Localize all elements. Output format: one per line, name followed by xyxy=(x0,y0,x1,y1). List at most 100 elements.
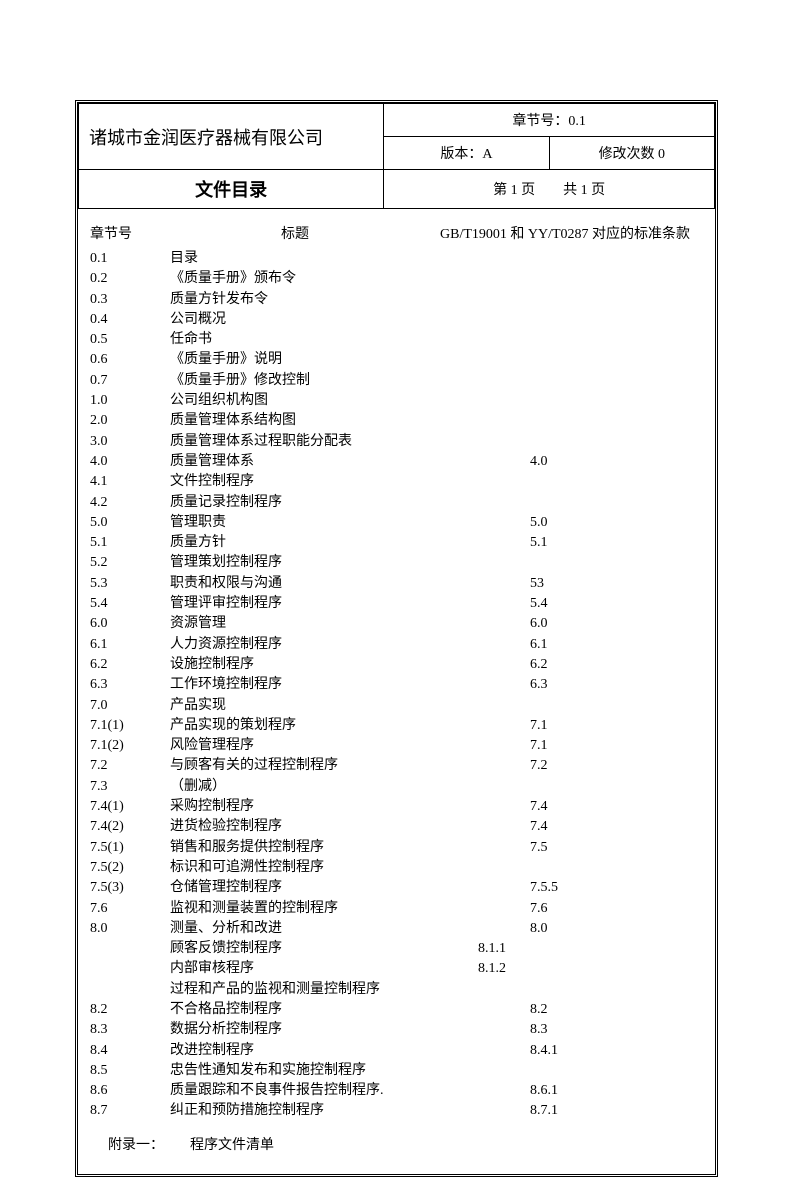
toc-title: 《质量手册》颁布令 xyxy=(170,269,470,289)
toc-section-number: 5.0 xyxy=(90,513,170,533)
toc-title: 设施控制程序 xyxy=(170,655,470,675)
toc-title: 标识和可追溯性控制程序 xyxy=(170,858,470,878)
chapter-number: 章节号：0.1 xyxy=(512,114,586,129)
toc-section-number xyxy=(90,959,130,979)
toc-title: 采购控制程序 xyxy=(170,797,470,817)
toc-title: 《质量手册》修改控制 xyxy=(170,371,470,391)
toc-title: 进货检验控制程序 xyxy=(170,817,470,837)
toc-row: 8.0测量、分析和改进8.0 xyxy=(90,919,703,939)
revision-label: 修改次数 0 xyxy=(599,147,666,162)
toc-section-number: 2.0 xyxy=(90,411,170,431)
col-header-section: 章节号 xyxy=(90,223,170,243)
toc-standard-ref xyxy=(470,980,703,1000)
toc-standard-ref xyxy=(470,371,703,391)
toc-standard-ref: 6.0 xyxy=(470,614,703,634)
toc-standard-ref: 8.7.1 xyxy=(470,1101,703,1121)
toc-standard-ref xyxy=(470,432,703,452)
toc-title: 忠告性通知发布和实施控制程序 xyxy=(170,1061,470,1081)
toc-row: 0.5任命书 xyxy=(90,330,703,350)
toc-title: 《质量手册》说明 xyxy=(170,350,470,370)
toc-section-number: 6.0 xyxy=(90,614,170,634)
col-header-standard: GB/T19001 和 YY/T0287 对应的标准条款 xyxy=(420,223,703,243)
document-frame: 诸城市金润医疗器械有限公司 章节号：0.1 版本：A 修改次数 0 文件目录 xyxy=(75,100,718,1177)
toc-standard-ref xyxy=(470,269,703,289)
toc-section-number: 6.3 xyxy=(90,675,170,695)
toc-title: 风险管理程序 xyxy=(170,736,470,756)
toc-title: 与顾客有关的过程控制程序 xyxy=(170,756,470,776)
toc-row: 0.7《质量手册》修改控制 xyxy=(90,371,703,391)
toc-standard-ref: 6.3 xyxy=(470,675,703,695)
toc-section-number: 8.7 xyxy=(90,1101,170,1121)
toc-title: 管理策划控制程序 xyxy=(170,553,470,573)
toc-title: 过程和产品的监视和测量控制程序 xyxy=(130,980,470,1000)
toc-row: 7.6监视和测量装置的控制程序7.6 xyxy=(90,899,703,919)
toc-title: 文件控制程序 xyxy=(170,472,470,492)
toc-standard-ref: 5.0 xyxy=(470,513,703,533)
toc-list-indented: 顾客反馈控制程序8.1.1内部审核程序8.1.2过程和产品的监视和测量控制程序 xyxy=(90,939,703,1000)
toc-section-number: 8.4 xyxy=(90,1041,170,1061)
document-title: 文件目录 xyxy=(195,180,267,200)
toc-section-number: 7.4(1) xyxy=(90,797,170,817)
toc-row: 1.0公司组织机构图 xyxy=(90,391,703,411)
page: 诸城市金润医疗器械有限公司 章节号：0.1 版本：A 修改次数 0 文件目录 xyxy=(0,0,793,1122)
toc-standard-ref: 6.1 xyxy=(470,635,703,655)
toc-standard-ref: 7.2 xyxy=(470,756,703,776)
toc-section-number: 5.3 xyxy=(90,574,170,594)
toc-section-number: 0.1 xyxy=(90,249,170,269)
toc-section-number: 5.1 xyxy=(90,533,170,553)
toc-standard-ref: 53 xyxy=(470,574,703,594)
toc-standard-ref: 7.1 xyxy=(470,736,703,756)
toc-title: 职责和权限与沟通 xyxy=(170,574,470,594)
toc-standard-ref: 8.3 xyxy=(470,1020,703,1040)
version-label: 版本：A xyxy=(440,147,492,162)
toc-section-number: 7.0 xyxy=(90,696,170,716)
toc-title: 人力资源控制程序 xyxy=(170,635,470,655)
toc-title: 质量方针发布令 xyxy=(170,290,470,310)
toc-row: 8.3数据分析控制程序8.3 xyxy=(90,1020,703,1040)
toc-section-number: 7.3 xyxy=(90,777,170,797)
toc-standard-ref: 7.1 xyxy=(470,716,703,736)
toc-section-number: 1.0 xyxy=(90,391,170,411)
toc-title: 质量管理体系 xyxy=(170,452,470,472)
toc-section-number xyxy=(90,939,130,959)
toc-standard-ref xyxy=(470,493,703,513)
toc-section-number: 0.6 xyxy=(90,350,170,370)
toc-section-number: 7.1(2) xyxy=(90,736,170,756)
toc-title: 质量跟踪和不良事件报告控制程序. xyxy=(170,1081,470,1101)
toc-row: 顾客反馈控制程序8.1.1 xyxy=(90,939,703,959)
toc-title: 管理职责 xyxy=(170,513,470,533)
company-name-cell: 诸城市金润医疗器械有限公司 xyxy=(79,104,384,170)
toc-row: 过程和产品的监视和测量控制程序 xyxy=(90,980,703,1000)
toc-standard-ref xyxy=(470,411,703,431)
toc-section-number: 7.6 xyxy=(90,899,170,919)
toc-standard-ref xyxy=(470,553,703,573)
toc-standard-ref: 8.6.1 xyxy=(470,1081,703,1101)
toc-list-main: 0.1目录0.2《质量手册》颁布令0.3质量方针发布令0.4公司概况0.5任命书… xyxy=(90,249,703,939)
toc-row: 0.6《质量手册》说明 xyxy=(90,350,703,370)
toc-section-number: 8.5 xyxy=(90,1061,170,1081)
toc-standard-ref xyxy=(470,1061,703,1081)
toc-section-number: 0.4 xyxy=(90,310,170,330)
toc-section-number: 7.5(2) xyxy=(90,858,170,878)
toc-row: 7.5(1)销售和服务提供控制程序7.5 xyxy=(90,838,703,858)
toc-row: 5.3职责和权限与沟通53 xyxy=(90,574,703,594)
toc-row: 0.4公司概况 xyxy=(90,310,703,330)
toc-standard-ref: 7.4 xyxy=(470,797,703,817)
toc-standard-ref xyxy=(470,330,703,350)
toc-title: 数据分析控制程序 xyxy=(170,1020,470,1040)
toc-standard-ref xyxy=(470,472,703,492)
toc-row: 8.6质量跟踪和不良事件报告控制程序.8.6.1 xyxy=(90,1081,703,1101)
toc-content: 章节号 标题 GB/T19001 和 YY/T0287 对应的标准条款 0.1目… xyxy=(78,209,715,1174)
toc-title: 质量方针 xyxy=(170,533,470,553)
toc-standard-ref: 7.6 xyxy=(470,899,703,919)
toc-section-number: 8.2 xyxy=(90,1000,170,1020)
toc-row: 6.2设施控制程序6.2 xyxy=(90,655,703,675)
toc-section-number: 7.1(1) xyxy=(90,716,170,736)
toc-title: 改进控制程序 xyxy=(170,1041,470,1061)
toc-standard-ref: 4.0 xyxy=(470,452,703,472)
toc-section-number: 3.0 xyxy=(90,432,170,452)
toc-title: 监视和测量装置的控制程序 xyxy=(170,899,470,919)
toc-standard-ref: 7.5 xyxy=(470,838,703,858)
version-cell: 版本：A xyxy=(384,137,549,170)
toc-title: 仓储管理控制程序 xyxy=(170,878,470,898)
